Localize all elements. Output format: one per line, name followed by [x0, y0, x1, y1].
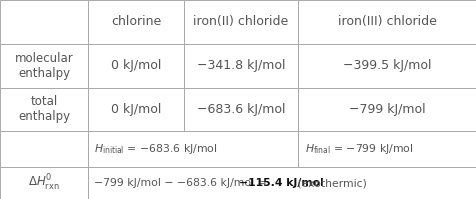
Bar — [0, 0, 88, 44]
Text: −399.5 kJ/mol: −399.5 kJ/mol — [343, 59, 431, 72]
Bar — [88, 131, 298, 167]
Text: 0 kJ/mol: 0 kJ/mol — [110, 103, 161, 116]
Text: chlorine: chlorine — [110, 15, 161, 28]
Text: (exothermic): (exothermic) — [294, 178, 367, 188]
Text: −799 kJ/mol − −683.6 kJ/mol =: −799 kJ/mol − −683.6 kJ/mol = — [94, 178, 269, 188]
Bar — [88, 44, 183, 88]
Bar — [298, 0, 476, 44]
Bar — [183, 0, 298, 44]
Bar — [88, 88, 183, 131]
Text: $\mathit{H}_\mathrm{final}$ = −799 kJ/mol: $\mathit{H}_\mathrm{final}$ = −799 kJ/mo… — [305, 142, 413, 156]
Bar — [0, 167, 88, 199]
Bar — [298, 44, 476, 88]
Text: iron(III) chloride: iron(III) chloride — [337, 15, 436, 28]
Bar — [88, 167, 476, 199]
Bar — [88, 0, 183, 44]
Text: $\mathit{H}_\mathrm{initial}$ = −683.6 kJ/mol: $\mathit{H}_\mathrm{initial}$ = −683.6 k… — [94, 142, 217, 156]
Text: molecular
enthalpy: molecular enthalpy — [15, 52, 73, 80]
Bar — [183, 88, 298, 131]
Text: $\Delta H^0_\mathrm{rxn}$: $\Delta H^0_\mathrm{rxn}$ — [28, 173, 60, 193]
Text: −799 kJ/mol: −799 kJ/mol — [348, 103, 425, 116]
Bar — [0, 88, 88, 131]
Text: total
enthalpy: total enthalpy — [18, 96, 70, 123]
Bar — [183, 44, 298, 88]
Bar — [298, 131, 476, 167]
Text: −115.4 kJ/mol: −115.4 kJ/mol — [239, 178, 324, 188]
Bar — [0, 44, 88, 88]
Bar — [298, 88, 476, 131]
Bar — [0, 131, 88, 167]
Text: −683.6 kJ/mol: −683.6 kJ/mol — [196, 103, 285, 116]
Text: 0 kJ/mol: 0 kJ/mol — [110, 59, 161, 72]
Text: −341.8 kJ/mol: −341.8 kJ/mol — [196, 59, 285, 72]
Text: iron(II) chloride: iron(II) chloride — [193, 15, 288, 28]
